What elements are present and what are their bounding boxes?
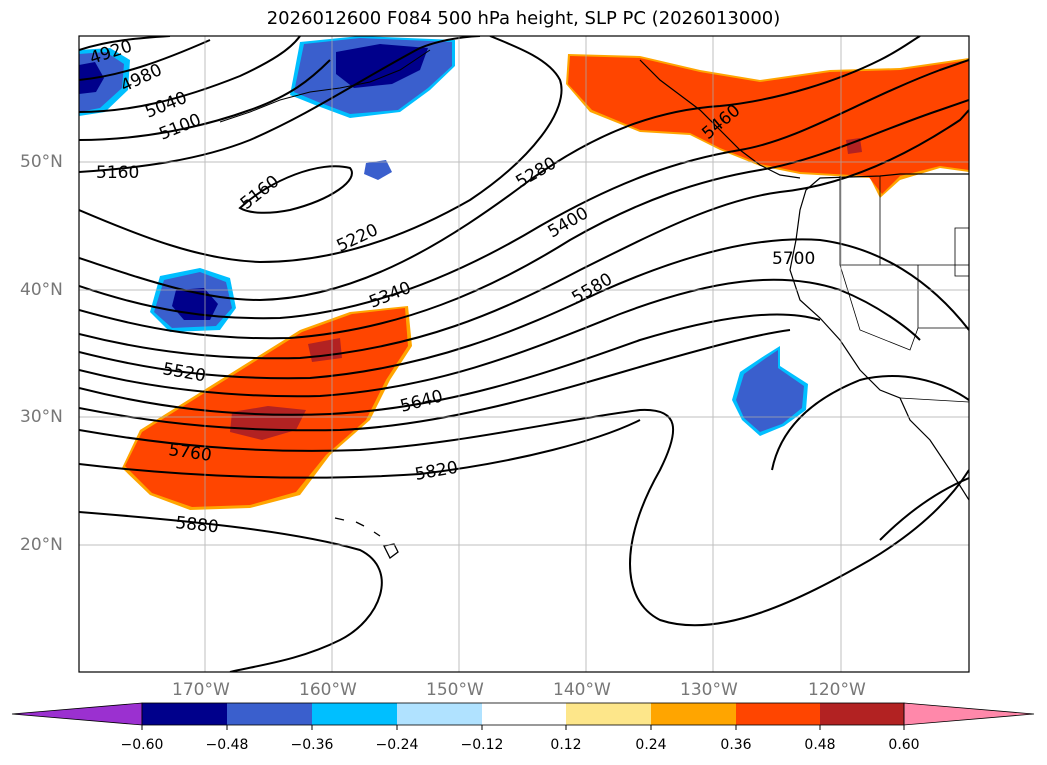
lon-label-170w: 170°W — [172, 680, 230, 700]
contour-5220 — [79, 36, 563, 264]
hawaii-islands — [334, 517, 399, 559]
colorbar-tick: 0.60 — [888, 737, 920, 753]
colorbar — [11, 702, 1035, 730]
plot-frame — [78, 35, 970, 673]
contour-4920 — [79, 36, 171, 51]
contour-5040 — [79, 36, 301, 113]
anomaly-low-small — [364, 160, 392, 180]
contour-5460 — [79, 109, 969, 360]
lat-label-20n: 20°N — [20, 535, 63, 555]
contour-4980 — [79, 39, 211, 81]
contour-5400 — [79, 99, 969, 340]
contour-label-5700: 5700 — [772, 249, 815, 269]
contour-label-5520: 5520 — [161, 359, 207, 386]
contour-label-5220: 5220 — [334, 220, 382, 256]
lon-label-140w: 140°W — [553, 680, 611, 700]
coastlines — [219, 49, 969, 559]
map-title: 2026012600 F084 500 hPa height, SLP PC (… — [266, 8, 781, 29]
contour-5100 — [79, 59, 331, 141]
positive-anomaly-fills — [122, 54, 969, 510]
contour-5820 — [79, 419, 641, 479]
colorbar-tick: 0.48 — [804, 737, 836, 753]
contour-5760 — [79, 408, 969, 627]
lat-label-30n: 30°N — [20, 407, 63, 427]
lat-label-50n: 50°N — [20, 152, 63, 172]
contour-label-5160-a: 5160 — [96, 163, 139, 183]
us-states — [839, 176, 969, 351]
contour-5880-east — [879, 477, 969, 541]
contour-label-5400: 5400 — [545, 203, 592, 242]
contour-5160-inner — [238, 165, 353, 214]
colorbar-extend-right — [903, 702, 1035, 726]
colorbar-tick: 0.12 — [550, 737, 582, 753]
lon-label-120w: 120°W — [808, 680, 866, 700]
north-america-coast — [789, 173, 969, 501]
lat-label-40n: 40°N — [20, 280, 63, 300]
contour-5880 — [79, 511, 383, 672]
colorbar-tick: −0.36 — [290, 737, 334, 753]
colorbar-tick: −0.24 — [375, 737, 419, 753]
lon-label-160w: 160°W — [299, 680, 357, 700]
contour-5700 — [79, 329, 791, 432]
contour-label-5160-b: 5160 — [237, 172, 283, 214]
contour-5520 — [79, 238, 969, 380]
graticule — [79, 36, 969, 672]
contour-5160-outer — [79, 36, 481, 173]
colorbar-tick: −0.60 — [120, 737, 164, 753]
contour-5820-east — [771, 375, 969, 471]
colorbar-tick: 0.36 — [720, 737, 752, 753]
colorbar-tick: −0.12 — [460, 737, 504, 753]
contour-5340 — [79, 59, 969, 320]
lon-label-150w: 150°W — [426, 680, 484, 700]
colorbar-extend-left — [11, 702, 143, 726]
colorbar-tick: 0.24 — [635, 737, 667, 753]
contour-label-5820: 5820 — [413, 458, 459, 485]
contour-label-5580: 5580 — [569, 269, 616, 308]
aleutian-islands — [219, 49, 431, 123]
contour-label-5640: 5640 — [398, 386, 445, 417]
colorbar-tick: −0.48 — [205, 737, 249, 753]
contour-5640 — [79, 313, 821, 416]
lon-label-130w: 130°W — [680, 680, 738, 700]
contour-label-5880: 5880 — [174, 513, 219, 537]
